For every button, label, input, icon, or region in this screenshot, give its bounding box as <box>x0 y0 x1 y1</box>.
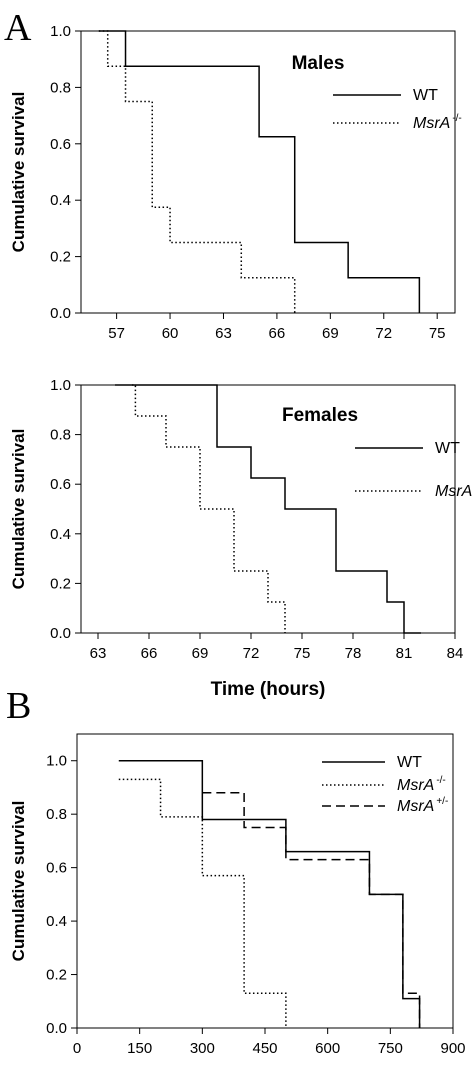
legend-label: WT <box>413 87 438 104</box>
y-tick-label: 1.0 <box>50 23 71 40</box>
legend-series-superscript: -/- <box>436 775 445 786</box>
y-tick-label: 0.4 <box>46 913 67 930</box>
y-tick-label: 0.0 <box>46 1020 67 1037</box>
x-tick-label: 60 <box>162 325 179 342</box>
series-line-dotted <box>132 384 286 633</box>
x-tick-label: 75 <box>294 645 311 662</box>
y-tick-label: 0.2 <box>46 967 67 984</box>
y-tick-label: 1.0 <box>50 377 71 394</box>
chart-title: Females <box>282 405 358 426</box>
y-tick-label: 1.0 <box>46 753 67 770</box>
y-tick-label: 0.8 <box>50 427 71 444</box>
y-axis-label: Cumulative survival <box>9 429 28 590</box>
x-tick-label: 63 <box>215 325 232 342</box>
legend-series-name: MsrA <box>397 777 434 794</box>
x-tick-label: 72 <box>243 645 260 662</box>
legend-label: MsrA-/- <box>435 481 472 500</box>
legend-label: WT <box>397 754 422 771</box>
x-tick-label: 450 <box>252 1040 277 1057</box>
x-tick-label: 750 <box>378 1040 403 1057</box>
y-tick-label: 0.0 <box>50 625 71 642</box>
legend-series-superscript: -/- <box>452 113 461 124</box>
panel-label-a: A <box>4 7 32 49</box>
series-line-dashed <box>202 792 421 1028</box>
legend-label: WT <box>435 440 460 457</box>
x-tick-label: 81 <box>396 645 413 662</box>
x-tick-label: 900 <box>440 1040 465 1057</box>
days-survival-chart: 0.0 0.2 0.4 0.6 0.8 1.0 0 150 300 450 600 750 900 Cum… <box>9 733 466 1057</box>
y-tick-label: 0.6 <box>46 860 67 877</box>
y-tick-label: 0.2 <box>50 575 71 592</box>
legend-series-name: WT <box>413 87 438 104</box>
chart-title: Males <box>292 53 345 74</box>
y-tick-label: 0.4 <box>50 526 71 543</box>
x-tick-label: 69 <box>322 325 339 342</box>
legend-series-name: WT <box>397 754 422 771</box>
x-tick-label: 66 <box>269 325 286 342</box>
x-tick-label: 0 <box>73 1040 81 1057</box>
y-tick-label: 0.4 <box>50 192 71 209</box>
x-tick-label: 84 <box>447 645 464 662</box>
y-tick-label: 0.6 <box>50 136 71 153</box>
legend-series-name: MsrA <box>435 483 472 500</box>
y-tick-label: 0.0 <box>50 305 71 322</box>
legend-series-name: MsrA <box>397 798 434 815</box>
x-tick-label: 69 <box>192 645 209 662</box>
series-line-solid <box>115 384 421 634</box>
series-line-dotted <box>98 30 296 313</box>
panel-label-b: B <box>6 685 31 727</box>
y-tick-label: 0.2 <box>50 249 71 266</box>
plot-frame <box>80 384 456 634</box>
series-line-solid <box>98 30 421 313</box>
x-tick-label: 57 <box>108 325 125 342</box>
x-axis-label: Time (hours) <box>211 679 326 700</box>
y-axis-label: Cumulative survival <box>9 801 28 962</box>
legend-series-superscript: +/- <box>436 796 448 807</box>
x-tick-label: 72 <box>375 325 392 342</box>
series-line-dotted <box>118 778 287 1028</box>
x-tick-label: 150 <box>127 1040 152 1057</box>
legend-label: MsrA +/- <box>397 796 448 815</box>
x-tick-label: 75 <box>429 325 446 342</box>
legend-label: MsrA-/- <box>397 775 446 794</box>
y-tick-label: 0.8 <box>50 79 71 96</box>
y-axis-label: Cumulative survival <box>9 92 28 253</box>
legend-series-name: WT <box>435 440 460 457</box>
females-survival-chart: 0.0 0.2 0.4 0.6 0.8 1.0 63 66 69 72 75 78 81 84 Cumula… <box>9 377 472 700</box>
y-tick-label: 0.6 <box>50 476 71 493</box>
series-line-solid <box>118 759 421 1028</box>
x-tick-label: 600 <box>315 1040 340 1057</box>
males-survival-chart: 0.0 0.2 0.4 0.6 0.8 1.0 57 60 63 66 69 72 75 Cumulati… <box>9 23 462 342</box>
x-tick-label: 300 <box>190 1040 215 1057</box>
x-tick-label: 66 <box>141 645 158 662</box>
x-tick-label: 78 <box>345 645 362 662</box>
y-tick-label: 0.8 <box>46 806 67 823</box>
plot-frame <box>80 30 456 314</box>
x-tick-label: 63 <box>90 645 107 662</box>
legend-label: MsrA-/- <box>413 113 462 132</box>
legend-series-name: MsrA <box>413 115 450 132</box>
